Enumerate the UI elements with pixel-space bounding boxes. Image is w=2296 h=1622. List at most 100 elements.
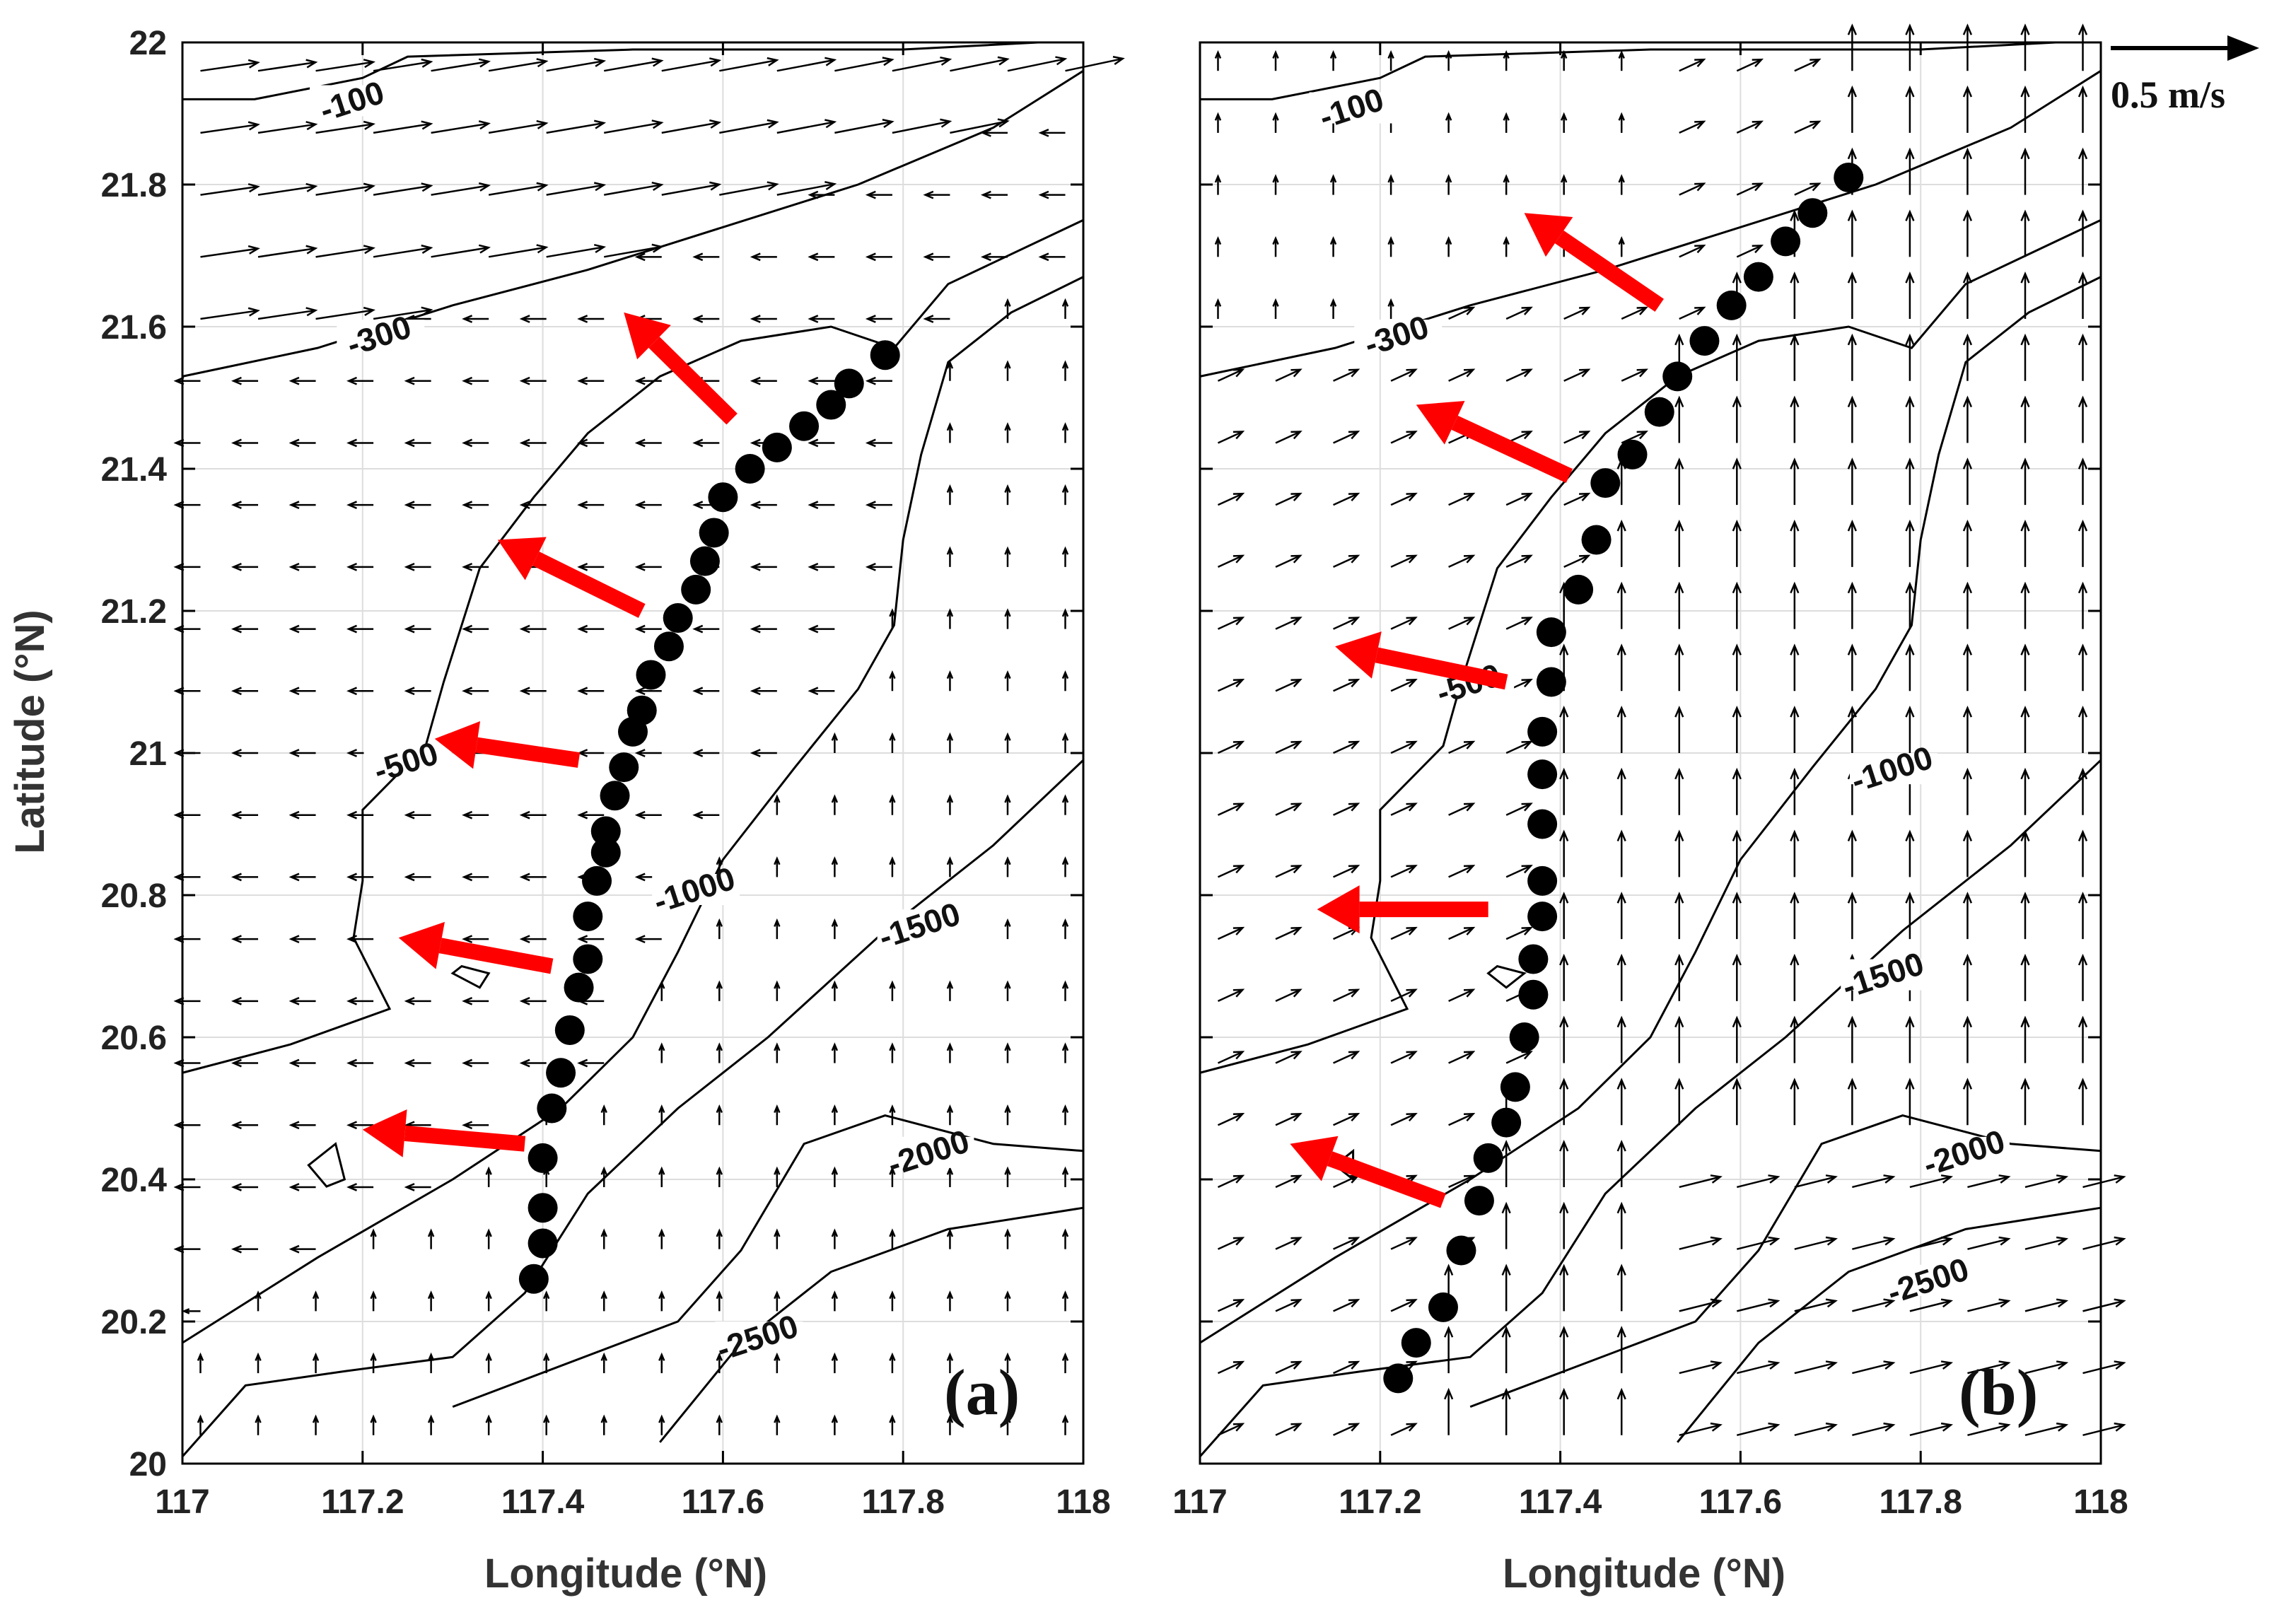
current-vector bbox=[2078, 333, 2088, 381]
current-vector bbox=[1560, 49, 1568, 71]
current-vector bbox=[1444, 1326, 1454, 1374]
station-point bbox=[1662, 361, 1693, 392]
current-vector bbox=[1905, 643, 1915, 692]
current-vector bbox=[2020, 272, 2030, 320]
current-vector bbox=[257, 59, 318, 72]
contour-line bbox=[1677, 1206, 2102, 1443]
current-vector bbox=[1559, 892, 1569, 940]
current-vector bbox=[231, 501, 259, 510]
current-vector bbox=[546, 57, 607, 72]
current-vector bbox=[774, 918, 781, 940]
contour-label-bg bbox=[310, 85, 398, 117]
current-vector bbox=[1962, 581, 1973, 629]
current-vector bbox=[1962, 767, 1973, 815]
x-tick-label: 118 bbox=[1056, 1483, 1110, 1521]
current-vector bbox=[2078, 147, 2088, 195]
current-vector bbox=[1448, 740, 1476, 754]
current-vector bbox=[692, 749, 720, 757]
current-vector bbox=[831, 1414, 839, 1435]
current-vector bbox=[289, 1244, 316, 1254]
current-vector bbox=[634, 935, 662, 944]
current-vector bbox=[289, 438, 316, 448]
current-vector bbox=[1790, 272, 1800, 320]
current-vector bbox=[776, 119, 837, 134]
current-vector bbox=[315, 59, 375, 72]
current-vector bbox=[257, 182, 318, 196]
current-vector bbox=[946, 360, 954, 381]
current-vector bbox=[946, 980, 954, 1001]
station-point bbox=[1771, 226, 1801, 257]
current-vector bbox=[1390, 1051, 1418, 1064]
current-vector bbox=[2020, 953, 2030, 1001]
contour-label: -1000 bbox=[1847, 739, 1937, 800]
current-vector bbox=[1038, 129, 1066, 137]
station-point bbox=[663, 603, 693, 634]
current-vector bbox=[255, 1414, 262, 1435]
current-vector bbox=[485, 1166, 492, 1187]
current-vector bbox=[1967, 1174, 2011, 1189]
current-vector bbox=[1333, 1423, 1360, 1436]
current-vector bbox=[1560, 174, 1568, 195]
current-vector bbox=[1790, 1015, 1800, 1063]
current-vector bbox=[488, 182, 549, 196]
current-vector bbox=[289, 562, 316, 571]
station-point bbox=[1527, 809, 1558, 839]
current-vector bbox=[1448, 617, 1476, 630]
current-vector bbox=[1559, 1264, 1569, 1312]
current-vector bbox=[289, 501, 316, 510]
current-vector bbox=[865, 438, 892, 448]
current-vector bbox=[1505, 617, 1533, 630]
current-vector bbox=[1272, 236, 1279, 257]
current-vector bbox=[658, 1042, 665, 1063]
current-vector bbox=[1847, 519, 1857, 567]
current-vector bbox=[1061, 608, 1069, 629]
current-vector bbox=[1004, 1352, 1011, 1374]
station-point bbox=[1383, 1363, 1414, 1394]
current-vector bbox=[1038, 252, 1066, 262]
contour-line bbox=[1469, 1114, 2102, 1408]
current-vector bbox=[1217, 617, 1245, 630]
current-vector bbox=[1333, 617, 1360, 630]
contour-label-bg bbox=[1849, 753, 1937, 785]
current-vector bbox=[519, 996, 547, 1005]
station-point bbox=[537, 1093, 567, 1124]
current-vector bbox=[600, 1414, 607, 1435]
current-vector bbox=[1387, 174, 1394, 195]
current-vector bbox=[404, 996, 431, 1005]
contour-label-bg bbox=[1354, 320, 1443, 351]
current-vector bbox=[1390, 492, 1418, 506]
contour-label-bg bbox=[877, 909, 965, 941]
x-tick-label: 117 bbox=[155, 1483, 209, 1521]
current-vector bbox=[776, 57, 837, 72]
current-vector bbox=[485, 1414, 492, 1435]
current-vector bbox=[946, 422, 954, 443]
current-vector bbox=[658, 1352, 665, 1374]
current-vector bbox=[1061, 856, 1069, 877]
current-vector bbox=[1333, 1051, 1360, 1064]
current-vector bbox=[1905, 892, 1915, 940]
scale-arrow-head bbox=[2227, 35, 2259, 61]
current-vector bbox=[289, 996, 316, 1005]
current-vector bbox=[923, 315, 950, 323]
x-tick-label: 117.8 bbox=[1879, 1483, 1962, 1521]
current-vector bbox=[370, 1352, 377, 1374]
current-vector bbox=[774, 1228, 781, 1249]
current-vector bbox=[831, 1166, 839, 1187]
current-vector bbox=[2020, 519, 2030, 567]
current-vector bbox=[2024, 1174, 2069, 1189]
current-vector bbox=[173, 501, 201, 510]
current-vector bbox=[1790, 767, 1800, 815]
current-vector bbox=[1333, 554, 1360, 568]
current-vector bbox=[774, 856, 781, 877]
current-vector bbox=[1275, 492, 1303, 506]
current-vector bbox=[1616, 581, 1626, 629]
current-vector bbox=[346, 624, 374, 634]
current-vector bbox=[1275, 988, 1303, 1002]
y-tick-label: 20.4 bbox=[101, 1162, 168, 1199]
current-vector bbox=[1448, 865, 1476, 878]
current-vector bbox=[719, 181, 779, 196]
current-vector bbox=[173, 935, 201, 944]
current-vector bbox=[2020, 85, 2030, 133]
current-vector bbox=[1503, 49, 1510, 71]
